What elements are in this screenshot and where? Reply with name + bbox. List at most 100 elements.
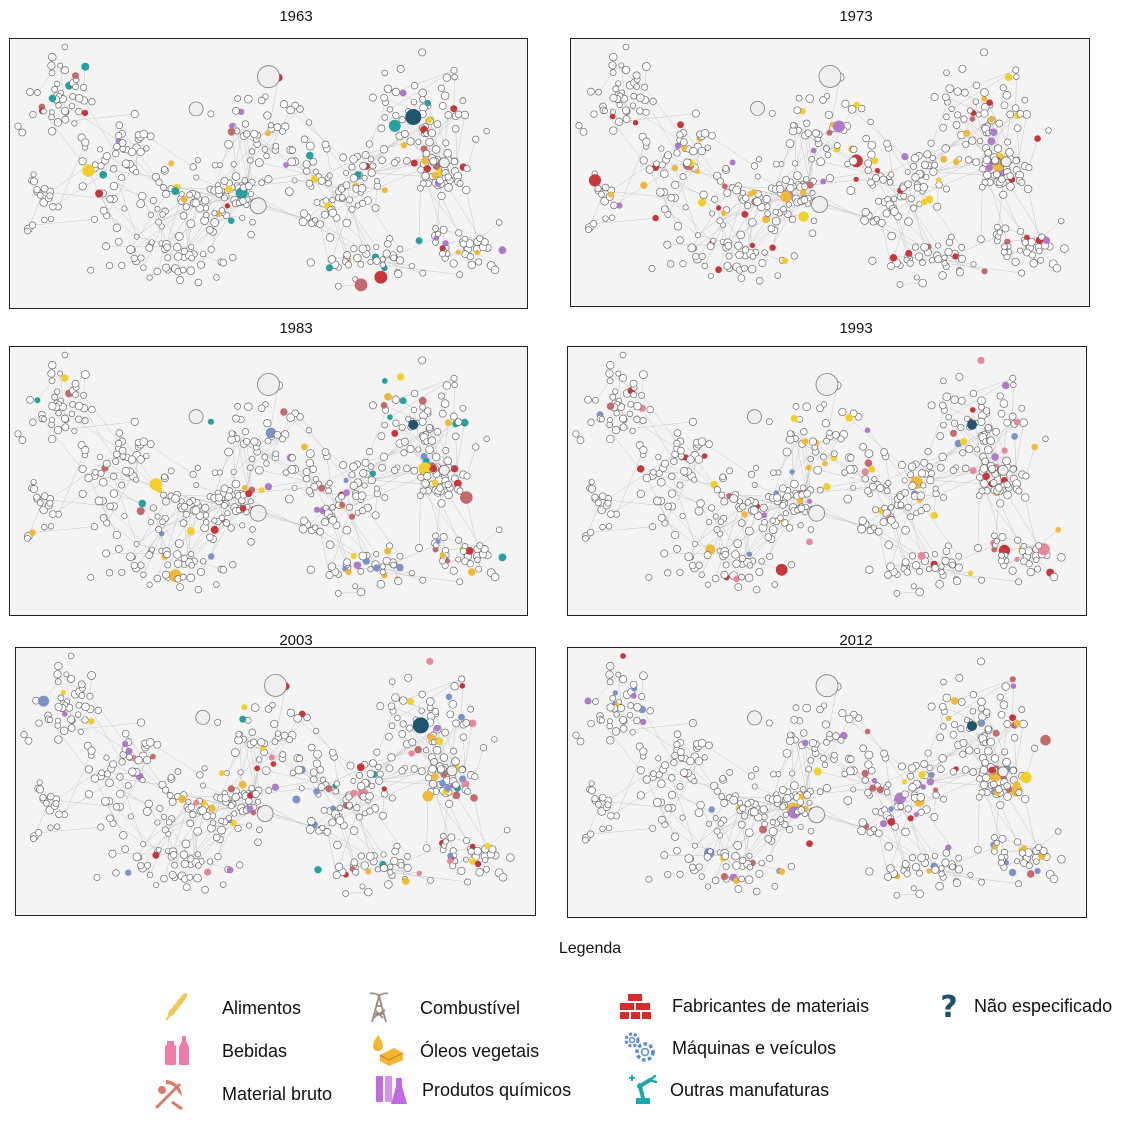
network-node [468,719,477,728]
network-node [207,245,215,253]
network-node [114,237,123,246]
network-node [776,184,785,194]
network-node [99,514,108,522]
network-node [1021,794,1030,804]
network-node [118,446,127,455]
network-node [338,194,346,201]
network-node [769,819,776,826]
network-node [755,567,764,576]
network-node [450,66,458,74]
network-node [679,512,686,520]
network-node [826,429,833,437]
network-node [93,874,101,881]
network-node [916,793,926,802]
network-node [901,790,909,798]
network-node [34,397,41,404]
network-node [250,738,258,746]
network-node [746,562,754,569]
network-node [291,177,298,184]
network-node [133,476,140,483]
network-node [90,215,98,223]
network-node [248,190,254,197]
network-node [823,145,830,152]
network-node [843,494,853,504]
network-node [170,494,180,503]
network-node [379,145,389,154]
network-node [783,492,792,501]
network-node [424,774,432,782]
network-node [392,111,400,120]
network-node [243,437,251,446]
network-node [632,120,639,126]
network-node [652,214,659,222]
legend-label-oleos: Óleos vegetais [420,1041,540,1061]
network-node [139,129,149,139]
network-node [1014,556,1020,562]
network-node [432,225,439,232]
network-node [326,480,333,487]
network-node [483,865,490,873]
network-node [418,88,427,98]
network-node [310,175,318,183]
network-node [996,800,1005,810]
network-node [333,780,340,787]
network-node [466,560,474,568]
network-node [601,107,608,114]
network-node [857,104,866,113]
network-node [339,501,346,508]
network-node [619,374,628,383]
network-node [717,518,725,526]
network-node [749,253,757,260]
network-node [993,144,1003,153]
network-node [379,811,387,820]
network-node [769,517,776,524]
network-node [639,446,648,455]
network-node [871,777,878,784]
network-node [865,565,874,574]
network-node [872,174,880,182]
network-node [121,845,130,854]
network-node [417,184,424,192]
network-node [299,516,309,525]
network-node [345,503,354,511]
network-node [227,785,235,793]
network-node [364,887,373,897]
network-node [639,671,648,681]
network-node [991,453,999,461]
network-node [975,793,983,801]
network-node [738,573,745,581]
network-node [40,184,49,193]
network-node [918,771,926,779]
network-node [241,428,250,436]
network-node [697,146,706,156]
network-node [633,83,641,90]
network-node [1010,733,1019,742]
network-node [77,728,84,735]
network-node [345,568,352,576]
network-node [1000,101,1009,110]
network-node [777,514,784,522]
network-node [261,146,269,153]
network-node [1008,412,1017,421]
network-node [620,653,626,659]
network-node [950,429,957,437]
network-node [982,773,991,782]
network-node [343,477,349,483]
network-node [432,532,439,540]
network-node [673,741,681,749]
network-node [785,524,794,532]
network-node [1039,846,1048,855]
network-node [1002,758,1011,767]
network-node [386,106,394,113]
network-node [161,813,167,820]
network-node [82,164,95,177]
network-node [118,261,126,269]
network-node [1010,683,1017,689]
network-node [149,546,155,553]
network-node [197,567,205,576]
network-node [195,862,202,869]
network-node [208,553,215,560]
network-node [433,725,441,732]
network-node [749,807,759,817]
network-node [258,487,265,494]
